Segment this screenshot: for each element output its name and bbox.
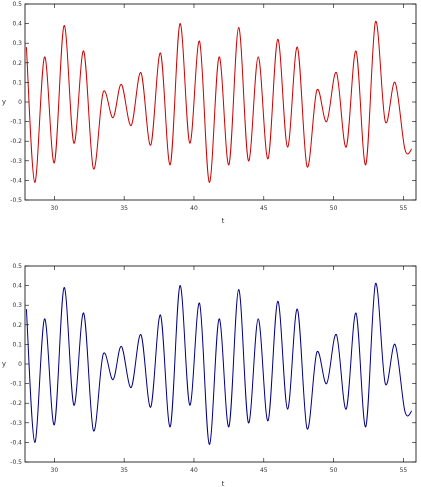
- x-tick-label: 55: [400, 467, 408, 474]
- y-tick-label: -0.3: [10, 420, 22, 427]
- series-line-1-0: [25, 283, 413, 445]
- bottom-x-ticks: 30 35 40 45 50 55: [51, 266, 408, 474]
- top-x-axis-label: t: [222, 217, 225, 225]
- x-tick-label: 35: [120, 467, 128, 474]
- bottom-y-ticks: -0.5 -0.4 -0.3 -0.2 -0.1 0 0.1 0.2 0.3 0.4 0.5: [10, 263, 416, 466]
- x-tick-label: 40: [190, 205, 198, 212]
- y-tick-label: 0: [18, 361, 22, 368]
- y-tick-label: 0: [18, 99, 22, 106]
- y-tick-label: 0.2: [12, 322, 22, 329]
- series-line-0-0: [25, 21, 413, 183]
- bottom-chart: 30 35 40 45 50 55 -0.5 -0.4 -0.3 -0.2 -0.1 0 0.1 0.2…: [2, 263, 417, 487]
- top-chart: 30 35 40 45 50 55 -0.5 -0.4 -0.3 -0.2 -0.1 0 0.1 0.2…: [2, 1, 417, 225]
- y-tick-label: 0.2: [12, 60, 22, 67]
- y-tick-label: -0.3: [10, 158, 22, 165]
- y-tick-label: 0.4: [12, 21, 22, 28]
- y-tick-label: 0.1: [12, 79, 22, 86]
- x-tick-label: 50: [330, 467, 338, 474]
- bottom-y-axis-label: y: [2, 360, 6, 368]
- x-tick-label: 45: [260, 205, 268, 212]
- y-tick-label: 0.1: [12, 341, 22, 348]
- top-plot-marks: [25, 21, 413, 183]
- y-tick-label: 0.3: [12, 40, 22, 47]
- top-x-ticks: 30 35 40 45 50 55: [51, 4, 408, 212]
- y-tick-label: -0.5: [10, 459, 22, 466]
- y-tick-label: -0.4: [10, 439, 22, 446]
- y-tick-label: 0.5: [12, 263, 22, 270]
- top-y-ticks: -0.5 -0.4 -0.3 -0.2 -0.1 0 0.1 0.2 0.3 0.4 0.5: [10, 1, 416, 204]
- y-tick-label: -0.1: [10, 119, 22, 126]
- x-tick-label: 40: [190, 467, 198, 474]
- bottom-x-axis-label: t: [222, 480, 225, 487]
- y-tick-label: -0.5: [10, 197, 22, 204]
- x-tick-label: 55: [400, 205, 408, 212]
- y-tick-label: -0.4: [10, 177, 22, 184]
- y-tick-label: 0.3: [12, 302, 22, 309]
- x-tick-label: 30: [51, 467, 59, 474]
- top-plot-frame: [24, 3, 417, 201]
- top-y-axis-label: y: [2, 98, 6, 106]
- y-tick-label: -0.2: [10, 400, 22, 407]
- y-tick-label: -0.1: [10, 381, 22, 388]
- bottom-plot-marks: [25, 283, 413, 445]
- y-tick-label: 0.4: [12, 283, 22, 290]
- y-tick-label: 0.5: [12, 1, 22, 8]
- x-tick-label: 50: [330, 205, 338, 212]
- x-tick-label: 35: [120, 205, 128, 212]
- bottom-plot-frame: [24, 265, 417, 463]
- x-tick-label: 30: [51, 205, 59, 212]
- y-tick-label: -0.2: [10, 138, 22, 145]
- x-tick-label: 45: [260, 467, 268, 474]
